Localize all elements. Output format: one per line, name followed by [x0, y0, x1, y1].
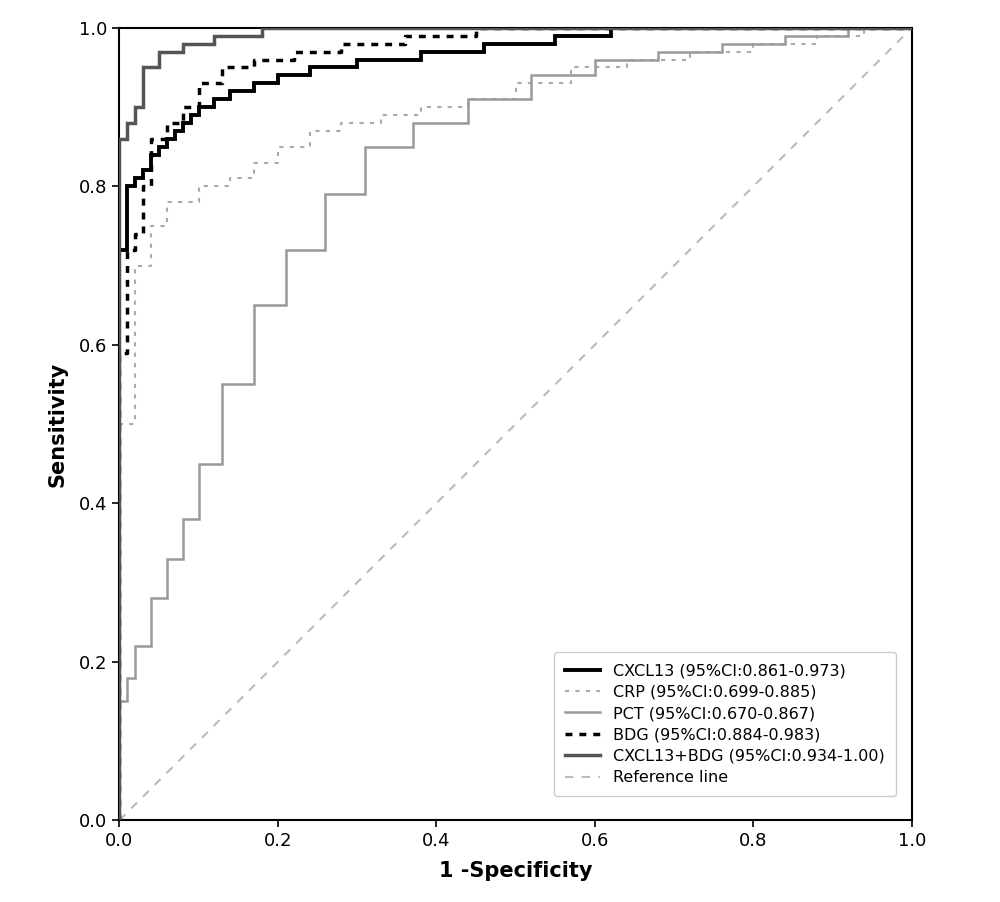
- X-axis label: 1 -Specificity: 1 -Specificity: [439, 861, 592, 881]
- Y-axis label: Sensitivity: Sensitivity: [48, 362, 68, 487]
- Legend: CXCL13 (95%CI:0.861-0.973), CRP (95%CI:0.699-0.885), PCT (95%CI:0.670-0.867), BD: CXCL13 (95%CI:0.861-0.973), CRP (95%CI:0…: [554, 652, 896, 796]
